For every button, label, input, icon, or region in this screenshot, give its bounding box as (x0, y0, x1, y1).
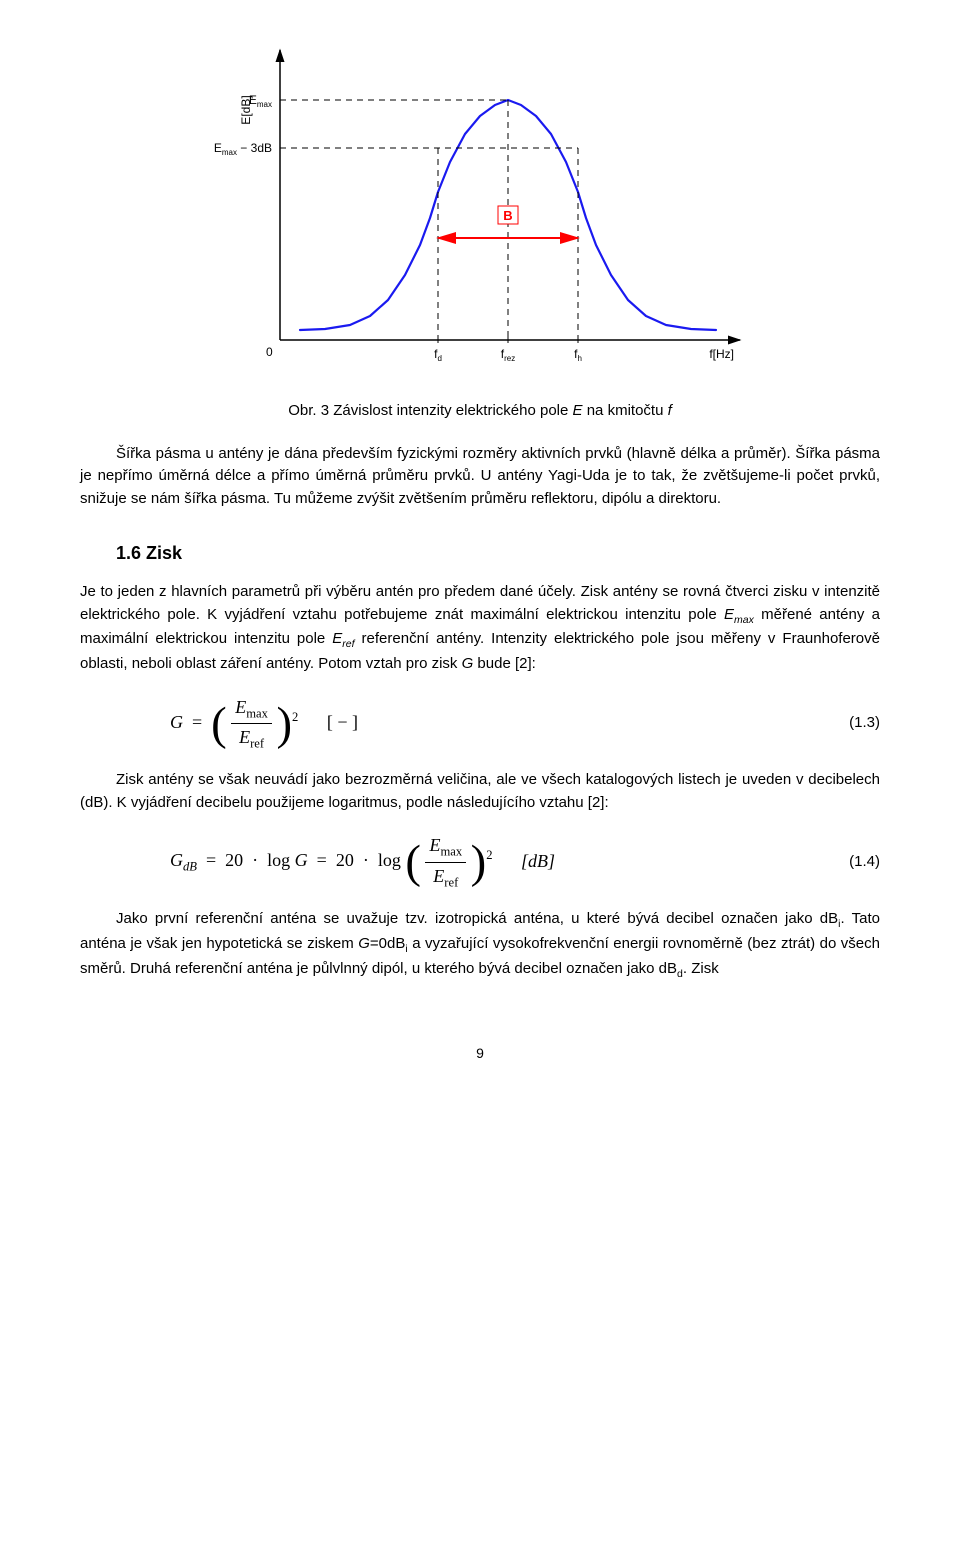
svg-text:fd: fd (434, 347, 442, 363)
figure-caption: Obr. 3 Závislost intenzity elektrického … (80, 400, 880, 423)
caption-var-f: f (668, 402, 672, 419)
heading-zisk: 1.6 Zisk (116, 540, 880, 567)
g-inline: G (462, 655, 474, 672)
paragraph-2: Je to jeden z hlavních parametrů při výb… (80, 581, 880, 676)
paragraph-4: Jako první referenční anténa se uvažuje … (80, 908, 880, 982)
caption-var-e: E (573, 402, 583, 419)
eref-inline: Eref (332, 630, 354, 647)
paragraph-1: Šířka pásma u antény je dána především f… (80, 443, 880, 511)
equation-1-3: G = ( Emax Eref )2 [ − ] (1.3) (80, 694, 880, 754)
eq2-body: GdB = 20 · log G = 20 · log ( Emax Eref … (170, 832, 555, 892)
caption-text: Závislost intenzity elektrického pole (333, 402, 568, 419)
svg-text:fh: fh (574, 347, 582, 363)
caption-prefix: Obr. 3 (288, 402, 329, 419)
page-number: 9 (80, 1043, 880, 1064)
figure-3: E[dB]f[Hz]0EmaxEmax − 3dBfdfrezfhB (80, 40, 880, 380)
svg-text:frez: frez (501, 347, 515, 363)
equation-1-4: GdB = 20 · log G = 20 · log ( Emax Eref … (80, 832, 880, 892)
para4-c: =0dB (370, 935, 405, 952)
svg-text:Emax − 3dB: Emax − 3dB (214, 141, 272, 157)
eq1-number: (1.3) (849, 712, 880, 735)
eq1-body: G = ( Emax Eref )2 [ − ] (170, 694, 358, 754)
svg-text:f[Hz]: f[Hz] (709, 347, 734, 361)
eq2-number: (1.4) (849, 851, 880, 874)
paragraph-3: Zisk antény se však neuvádí jako bezrozm… (80, 769, 880, 814)
bandwidth-chart: E[dB]f[Hz]0EmaxEmax − 3dBfdfrezfhB (170, 40, 790, 380)
svg-text:B: B (503, 208, 512, 223)
svg-text:0: 0 (266, 345, 273, 359)
para4-a: Jako první referenční anténa se uvažuje … (116, 910, 838, 927)
emax-inline: Emax (724, 606, 754, 623)
para4-e: . Zisk (683, 960, 719, 977)
caption-mid: na kmitočtu (587, 402, 664, 419)
svg-text:Emax: Emax (249, 93, 272, 109)
para2-d: bude [2]: (473, 655, 536, 672)
